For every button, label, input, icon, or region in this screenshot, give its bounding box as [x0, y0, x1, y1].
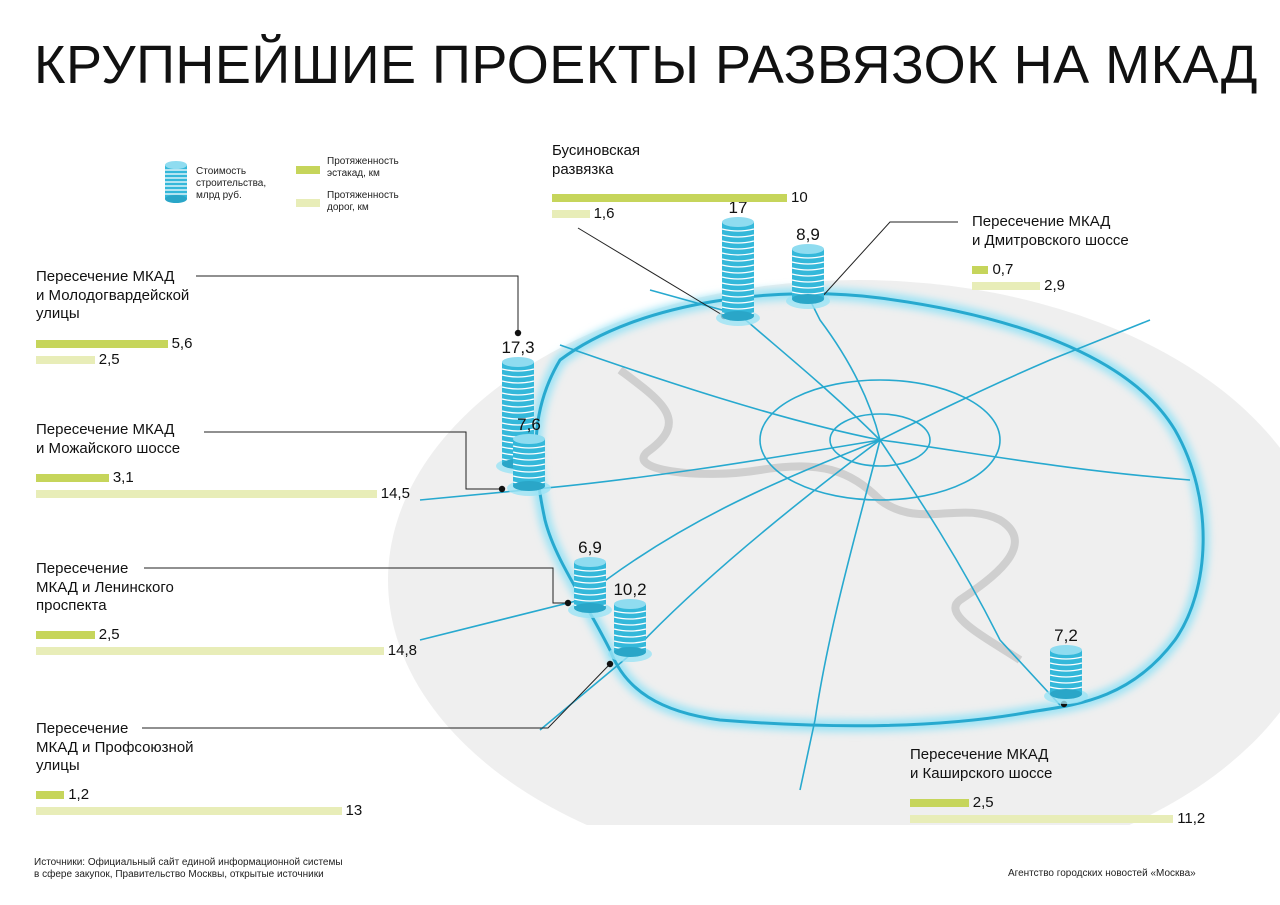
- leader-line-leninsky: [144, 567, 568, 604]
- cost-label-kashirskoe: 7,2: [1054, 626, 1078, 645]
- legend-flyover-swatch: [296, 166, 320, 174]
- callout-lines: [142, 221, 1068, 729]
- central-ring: [829, 413, 931, 467]
- flyover-value-leninsky: 2,5: [98, 626, 120, 643]
- cost-stack-businovskaya: 17: [716, 198, 760, 326]
- flyover-value-profsoyuznaya: 1,2: [68, 786, 90, 803]
- road-bar-molodogvardeyskaya: [36, 356, 95, 364]
- anchor-dot-leninsky: [564, 599, 572, 607]
- leader-line-molodogvardeyskaya: [196, 275, 519, 333]
- garden-ring: [759, 379, 1001, 501]
- flyover-bar-molodogvardeyskaya: [36, 340, 168, 348]
- road-value-mozhayskoe: 14,5: [380, 485, 410, 502]
- cost-stack-mozhayskoe: 7,6: [507, 415, 551, 496]
- road-value-molodogvardeyskaya: 2,5: [98, 351, 120, 368]
- flyover-bar-businovskaya: [552, 194, 787, 202]
- flyover-value-dmitrovskoe: 0,7: [992, 261, 1014, 278]
- project-name-dmitrovskoe: Пересечение МКАД и Дмитровского шоссе: [972, 213, 1129, 249]
- flyover-bar-kashirskoe: [910, 799, 969, 807]
- chart-title: КРУПНЕЙШИЕ ПРОЕКТЫ РАЗВЯЗОК НА МКАД: [34, 35, 1258, 95]
- cost-stack-dmitrovskoe: 8,9: [786, 225, 830, 309]
- cost-stack-profsoyuznaya: 10,2: [608, 580, 652, 662]
- cost-label-leninsky: 6,9: [578, 538, 602, 557]
- road-value-profsoyuznaya: 13: [345, 802, 363, 819]
- leader-line-businovskaya: [577, 227, 725, 317]
- road-bar-businovskaya: [552, 210, 590, 218]
- road-value-businovskaya: 1,6: [593, 205, 615, 222]
- flyover-value-mozhayskoe: 3,1: [112, 469, 134, 486]
- road-value-kashirskoe: 11,2: [1177, 810, 1206, 827]
- anchor-dot-molodogvardeyskaya: [514, 329, 522, 337]
- project-name-leninsky: Пересечение МКАД и Ленинского проспекта: [36, 560, 174, 614]
- project-name-molodogvardeyskaya: Пересечение МКАД и Молодогвардейской ули…: [36, 268, 190, 322]
- flyover-bar-leninsky: [36, 631, 95, 639]
- legend-flyover-label: Протяженность эстакад, км: [327, 156, 399, 179]
- flyover-bar-mozhayskoe: [36, 474, 109, 482]
- legend-cost-label: Стоимость строительства, млрд руб.: [196, 166, 267, 201]
- anchor-dot-profsoyuznaya: [606, 660, 614, 668]
- map-area: [388, 280, 1280, 880]
- cost-label-mozhayskoe: 7,6: [517, 415, 541, 434]
- coin-stack-icon: [165, 161, 187, 203]
- road-bar-mozhayskoe: [36, 490, 377, 498]
- road-bar-kashirskoe: [910, 815, 1174, 823]
- flyover-value-businovskaya: 10: [791, 189, 808, 206]
- sources-note: Источники: Официальный сайт единой инфор…: [34, 857, 343, 880]
- flyover-value-kashirskoe: 2,5: [972, 794, 994, 811]
- cost-label-dmitrovskoe: 8,9: [796, 225, 820, 244]
- anchor-dot-mozhayskoe: [498, 485, 506, 493]
- road-bar-dmitrovskoe: [972, 282, 1041, 290]
- project-name-profsoyuznaya: Пересечение МКАД и Профсоюзной улицы: [36, 720, 194, 774]
- cost-stack-leninsky: 6,9: [568, 538, 612, 618]
- leader-line-dmitrovskoe: [820, 221, 958, 299]
- cost-stack-kashirskoe: 7,2: [1044, 626, 1088, 704]
- legend-road-swatch: [296, 199, 320, 207]
- leader-line-mozhayskoe: [204, 431, 502, 490]
- cost-label-businovskaya: 17: [729, 198, 748, 217]
- road-value-leninsky: 14,8: [387, 642, 417, 659]
- flyover-bar-profsoyuznaya: [36, 791, 65, 799]
- road-bar-leninsky: [36, 647, 384, 655]
- project-name-mozhayskoe: Пересечение МКАД и Можайского шоссе: [36, 421, 181, 457]
- cost-label-molodogvardeyskaya: 17,3: [501, 338, 534, 357]
- legend-road-label: Протяженность дорог, км: [327, 190, 399, 213]
- project-name-businovskaya: Бусиновская развязка: [552, 142, 641, 178]
- leader-line-profsoyuznaya: [142, 663, 611, 729]
- project-name-kashirskoe: Пересечение МКАД и Каширского шоссе: [910, 746, 1053, 782]
- cost-label-profsoyuznaya: 10,2: [613, 580, 646, 599]
- mkad-ring: [534, 292, 1205, 728]
- road-bar-profsoyuznaya: [36, 807, 342, 815]
- flyover-bar-dmitrovskoe: [972, 266, 989, 274]
- road-value-dmitrovskoe: 2,9: [1044, 277, 1065, 294]
- flyover-value-molodogvardeyskaya: 5,6: [171, 335, 193, 352]
- agency-credit: Агентство городских новостей «Москва»: [1008, 868, 1196, 879]
- cost-stacks: 17 8,9 17,3 7,6 6,9 10,2 7,2: [496, 198, 1088, 704]
- map-base: [380, 280, 1280, 905]
